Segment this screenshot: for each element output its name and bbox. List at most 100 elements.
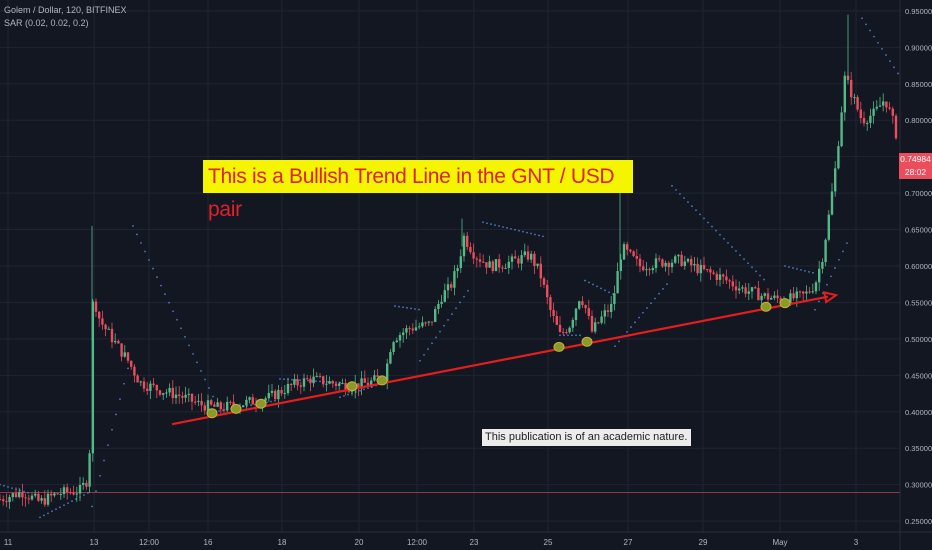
sar-dot: [196, 361, 198, 364]
candle-body: [133, 366, 136, 376]
sar-dot: [747, 262, 749, 265]
candle-body: [699, 264, 702, 274]
price-tick-label: 0.85000: [905, 80, 932, 89]
candle-body: [386, 363, 389, 381]
sar-dot: [398, 305, 400, 308]
sar-dot: [367, 387, 369, 390]
candle-body: [200, 400, 203, 406]
candle-body: [251, 397, 254, 405]
candle-body: [747, 291, 750, 294]
sar-dot: [459, 301, 461, 304]
candle-body: [142, 381, 146, 389]
candle-body: [530, 253, 533, 260]
sar-dot: [250, 404, 252, 407]
symbol-legend[interactable]: Golem / Dollar, 120, BITFINEX: [4, 5, 127, 15]
candle-body: [376, 375, 379, 377]
sar-dot: [339, 396, 341, 399]
sar-dot: [47, 512, 49, 515]
sar-dot: [877, 41, 879, 44]
candle-body: [162, 393, 165, 395]
sar-dot: [343, 394, 345, 397]
candle-body: [622, 244, 626, 260]
trend-line-banner: This is a Bullish Trend Line in the GNT …: [203, 160, 633, 221]
sar-dot: [156, 276, 158, 279]
candle-body: [373, 375, 376, 381]
sar-dot: [3, 484, 5, 487]
candle-body: [728, 280, 731, 282]
sar-dot: [200, 370, 202, 372]
sar-dot: [7, 486, 9, 488]
candle-body: [558, 324, 562, 332]
candle-body: [283, 393, 286, 395]
sar-dot: [755, 270, 757, 273]
sar-dot: [885, 54, 887, 56]
candle-body: [347, 391, 350, 393]
sar-dot: [579, 334, 581, 337]
sar-dot: [212, 395, 214, 398]
sar-dot: [514, 228, 516, 231]
candle-body: [722, 274, 725, 277]
sar-dot: [266, 401, 268, 404]
candle-body: [78, 484, 82, 494]
candle-body: [210, 400, 213, 405]
sar-dot: [427, 348, 429, 350]
candle-body: [798, 291, 802, 293]
candle-body: [830, 191, 834, 215]
sar-dot: [699, 213, 701, 216]
sar-dot: [759, 274, 761, 277]
candle-body: [123, 352, 126, 357]
sar-dot: [604, 289, 606, 292]
time-tick-label: 16: [204, 538, 213, 547]
candle-body: [155, 385, 158, 391]
trend-line[interactable]: [171, 295, 829, 426]
candle-body: [0, 499, 2, 501]
candle-body: [229, 401, 232, 403]
candle-body: [171, 387, 174, 399]
candle-body: [350, 390, 354, 392]
candle-body: [715, 273, 718, 280]
time-tick-label: 25: [544, 538, 553, 547]
trend-touch-marker: [760, 301, 772, 312]
time-tick-label: 3: [854, 538, 859, 547]
candle-body: [370, 380, 373, 386]
candle-body: [757, 287, 760, 301]
sar-dot: [59, 506, 61, 509]
sar-dot: [559, 334, 561, 337]
candle-body: [402, 332, 405, 336]
sar-dot: [800, 268, 802, 271]
price-axis[interactable]: 0.25000 0.30000 0.35000 0.40000 0.45000 0.500…: [899, 0, 932, 550]
candle-body: [325, 383, 328, 385]
trend-touch-marker: [230, 403, 242, 414]
candle-body: [290, 383, 293, 385]
sar-dot: [571, 334, 573, 337]
candle-body: [562, 331, 565, 333]
candle-body: [117, 340, 120, 344]
sar-dot: [148, 259, 150, 261]
sar-dot: [608, 291, 610, 294]
candle-body: [862, 118, 866, 124]
price-tick-label: 0.90000: [905, 43, 932, 52]
sar-indicator-legend[interactable]: SAR (0.02, 0.02, 0.2): [4, 18, 89, 28]
candle-body: [894, 115, 898, 139]
sar-dot: [592, 283, 594, 286]
sar-dot: [363, 388, 365, 391]
parabolic-sar-dots: [0, 17, 899, 519]
candle-body: [565, 332, 568, 334]
candle-body: [712, 272, 715, 274]
candle-body: [552, 310, 555, 316]
candle-body: [357, 383, 360, 389]
sar-dot: [575, 334, 577, 337]
sar-dot: [666, 283, 668, 286]
time-axis[interactable]: 11 13 12:00 16 18 20 12:00 23 25 27 29 May 3: [0, 531, 932, 547]
sar-dot: [11, 487, 13, 490]
candle-body: [651, 268, 654, 271]
candle-body: [776, 295, 779, 299]
sar-dot: [510, 227, 512, 230]
candle-body: [187, 393, 190, 395]
time-tick-label: 23: [470, 538, 479, 547]
sar-dot: [283, 378, 285, 381]
candle-body: [459, 256, 462, 269]
sar-dot: [67, 502, 69, 505]
candle-body: [427, 321, 430, 323]
